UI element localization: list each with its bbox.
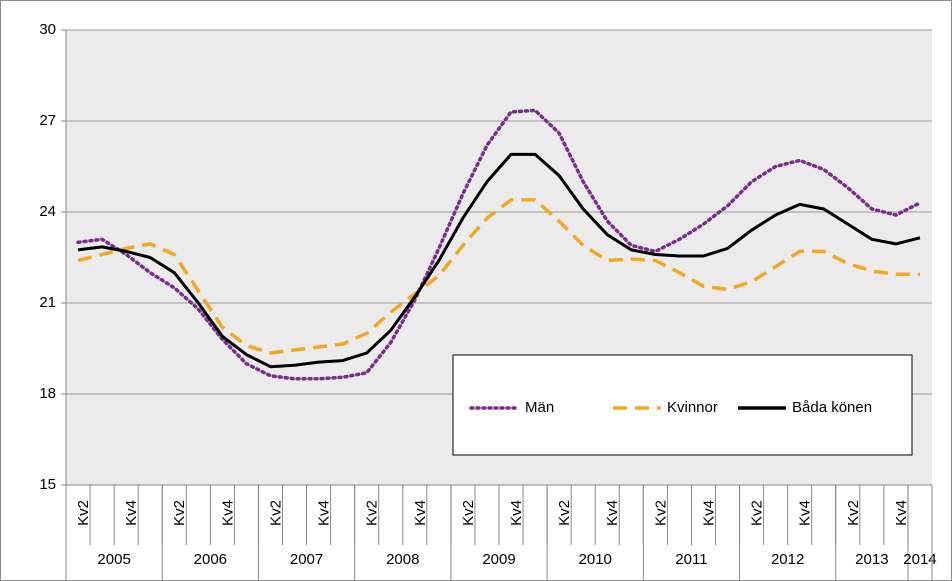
year-label: 2005 bbox=[97, 551, 130, 568]
series-line bbox=[77, 198, 920, 355]
x-tick-label: Kv2 bbox=[364, 500, 381, 526]
x-tick-label: Kv2 bbox=[75, 500, 92, 526]
year-label: 2014 bbox=[903, 551, 936, 568]
y-tick-label: 18 bbox=[39, 385, 56, 402]
y-tick-label: 21 bbox=[39, 294, 56, 311]
y-tick-label: 27 bbox=[39, 112, 56, 129]
year-label: 2006 bbox=[194, 551, 227, 568]
legend-label: Män bbox=[525, 399, 554, 416]
x-tick-label: Kv2 bbox=[267, 500, 284, 526]
year-label: 2008 bbox=[386, 551, 419, 568]
x-tick-label: Kv4 bbox=[412, 500, 429, 526]
x-tick-label: Kv2 bbox=[556, 500, 573, 526]
x-tick-label: Kv4 bbox=[219, 500, 236, 526]
x-tick-label: Kv4 bbox=[123, 500, 140, 526]
y-tick-label: 30 bbox=[39, 21, 56, 38]
x-tick-label: Kv4 bbox=[893, 500, 910, 526]
year-label: 2013 bbox=[855, 551, 888, 568]
x-tick-label: Kv2 bbox=[845, 500, 862, 526]
x-tick-label: Kv2 bbox=[652, 500, 669, 526]
series-line bbox=[77, 152, 921, 369]
legend: Män Kvinnor Båda könen bbox=[452, 354, 913, 456]
x-tick-label: Kv2 bbox=[749, 500, 766, 526]
year-label: 2010 bbox=[579, 551, 612, 568]
legend-label: Kvinnor bbox=[667, 399, 718, 416]
series-line bbox=[76, 108, 922, 381]
year-label: 2009 bbox=[482, 551, 515, 568]
x-tick-label: Kv4 bbox=[508, 500, 525, 526]
legend-label: Båda könen bbox=[792, 399, 872, 416]
x-tick-label: Kv4 bbox=[797, 500, 814, 526]
y-tick-label: 24 bbox=[39, 203, 56, 220]
x-tick-label: Kv4 bbox=[700, 500, 717, 526]
year-label: 2007 bbox=[290, 551, 323, 568]
x-tick-label: Kv2 bbox=[460, 500, 477, 526]
year-label: 2012 bbox=[771, 551, 804, 568]
x-tick-label: Kv4 bbox=[604, 500, 621, 526]
x-tick-label: Kv4 bbox=[316, 500, 333, 526]
year-label: 2011 bbox=[675, 551, 707, 568]
legend-box bbox=[452, 354, 913, 456]
y-tick-label: 15 bbox=[39, 476, 56, 493]
x-tick-label: Kv2 bbox=[171, 500, 188, 526]
